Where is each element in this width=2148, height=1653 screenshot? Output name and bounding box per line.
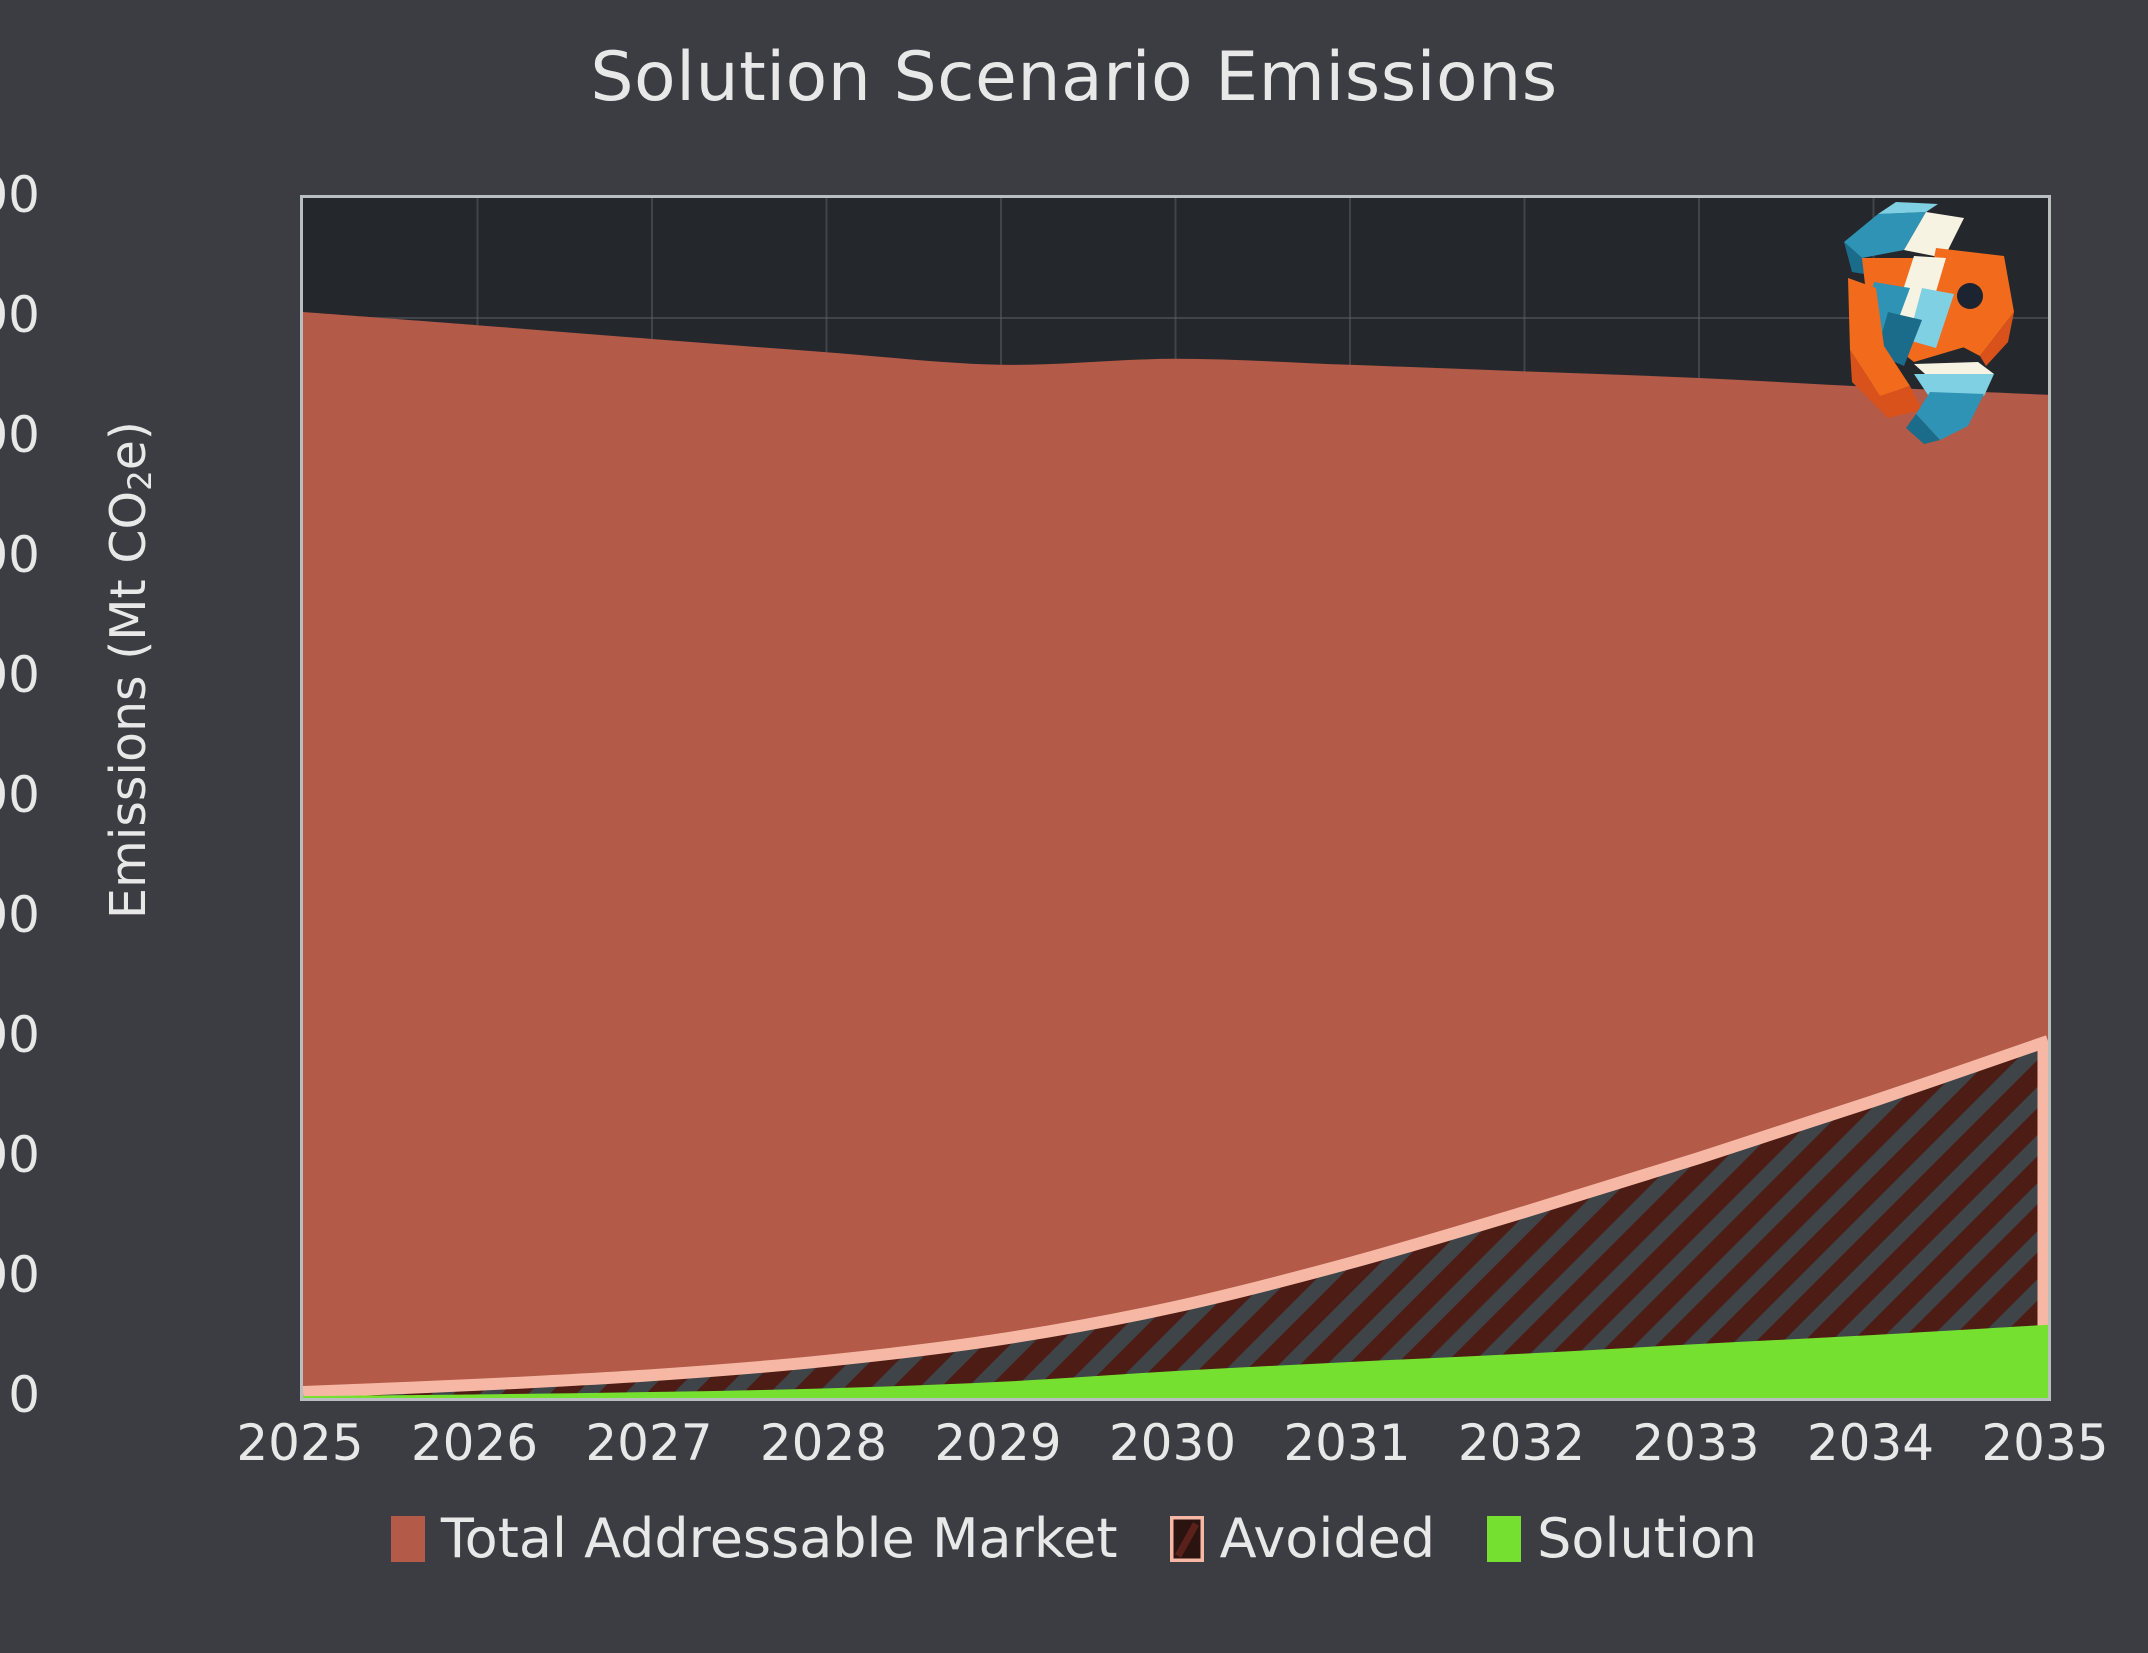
- y-axis-title: Emissions (Mt CO2e): [86, 0, 172, 1520]
- y-axis-tick-label: 1400: [0, 526, 40, 584]
- y-axis-tick-label: 1000: [0, 766, 40, 824]
- legend-swatch-icon: [1169, 1516, 1204, 1562]
- x-axis-tick-label: 2026: [410, 1414, 539, 1472]
- x-axis-tick-label: 2029: [934, 1414, 1062, 1472]
- x-axis-tick-label: 2028: [759, 1414, 888, 1472]
- legend-item[interactable]: Total Addressable Market: [390, 1507, 1118, 1570]
- chart-title: Solution Scenario Emissions: [590, 38, 1558, 117]
- plot-area: [300, 195, 2051, 1401]
- y-axis-tick-label: 2000: [0, 166, 40, 224]
- legend-item[interactable]: Solution: [1487, 1512, 1757, 1566]
- legend-item[interactable]: Avoided: [1169, 1507, 1436, 1570]
- plot-svg: [303, 198, 2048, 1398]
- y-axis-tick-label: 1600: [0, 406, 40, 464]
- legend-item-label: Solution: [1537, 1507, 1758, 1570]
- series-areas: [303, 312, 2048, 1398]
- legend-swatch-icon: [390, 1516, 425, 1562]
- line-avoided-edge: [303, 1035, 2048, 1398]
- area-total-addressable-market: [303, 312, 2048, 1398]
- x-axis-tick-label: 2030: [1108, 1414, 1237, 1472]
- x-axis-tick-label: 2031: [1283, 1414, 1411, 1472]
- x-axis-tick-label: 2033: [1632, 1414, 1760, 1472]
- chart-legend: Total Addressable Market Avoided Solution: [0, 1512, 2148, 1566]
- legend-item-label: Avoided: [1219, 1507, 1436, 1570]
- area-avoided: [303, 1041, 2048, 1398]
- y-axis-title-text: Emissions (Mt CO2e): [99, 421, 159, 919]
- y-axis-tick-label: 1800: [0, 286, 40, 344]
- x-axis-tick-label: 2035: [1981, 1414, 2109, 1472]
- y-axis-tick-label: 200: [0, 1246, 40, 1304]
- y-axis-tick-label: 1200: [0, 646, 40, 704]
- y-axis-tick-label: 600: [0, 1006, 40, 1064]
- y-axis-tick-label: 0: [8, 1366, 40, 1424]
- x-axis-tick-label: 2032: [1457, 1414, 1586, 1472]
- area-solution: [303, 1324, 2048, 1398]
- y-axis-tick-label: 400: [0, 1126, 40, 1184]
- x-axis-tick-label: 2027: [585, 1414, 713, 1472]
- x-axis-tick-label: 2025: [236, 1414, 364, 1472]
- legend-swatch-icon: [1487, 1516, 1522, 1562]
- legend-item-label: Total Addressable Market: [440, 1507, 1118, 1570]
- y-axis-tick-label: 800: [0, 886, 40, 944]
- x-axis-tick-label: 2034: [1806, 1414, 1935, 1472]
